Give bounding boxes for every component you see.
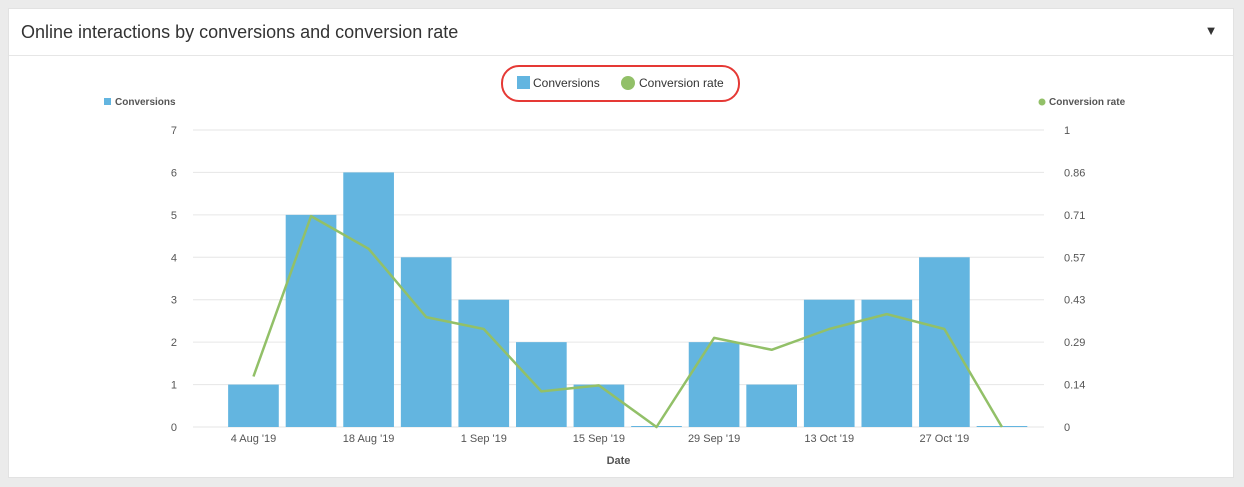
y-left-tick-label: 0 (171, 422, 177, 434)
y-right-tick-label: 0.86 (1064, 167, 1085, 179)
x-tick-label: 27 Oct '19 (919, 433, 969, 445)
bar-conversions[interactable] (861, 299, 913, 427)
y-right-title: Conversion rate (1049, 97, 1126, 108)
line-conversion-rate[interactable] (252, 214, 1004, 429)
panel-header: Online interactions by conversions and c… (9, 9, 1233, 56)
y-left-tick-label: 1 (171, 380, 177, 392)
bar-conversions[interactable] (919, 257, 970, 427)
panel-title: Online interactions by conversions and c… (21, 22, 459, 42)
chart-panel: Online interactions by conversions and c… (8, 8, 1234, 478)
x-tick-label: 29 Sep '19 (688, 433, 740, 445)
y-left-tick-label: 6 (171, 167, 177, 179)
y-right-tick-label: 0.14 (1064, 380, 1085, 392)
bar-conversions[interactable] (516, 342, 567, 427)
bar-conversions[interactable] (343, 172, 394, 427)
x-tick-label: 18 Aug '19 (343, 433, 395, 445)
x-tick-label: 15 Sep '19 (573, 433, 625, 445)
bar-conversions[interactable] (688, 342, 740, 427)
combo-chart: 0 0 1 0.14 2 0.29 3 0.43 4 0.57 5 0.71 6 0.86 7 1 Conver… (104, 65, 1126, 467)
legend-conversions-label[interactable]: Conversions (533, 76, 600, 90)
y-left-tick-label: 2 (171, 337, 177, 349)
y-left-tick-label: 3 (171, 295, 177, 307)
bar-conversions[interactable] (803, 299, 855, 427)
y-right-tick-label: 0 (1064, 422, 1070, 434)
y-left-tick-label: 7 (171, 125, 177, 137)
x-tick-label: 4 Aug '19 (231, 433, 277, 445)
legend-highlight-outline (501, 65, 740, 102)
bar-conversions[interactable] (400, 257, 452, 427)
y-right-tick-label: 1 (1064, 125, 1070, 137)
y-right-tick-label: 0.29 (1064, 337, 1085, 349)
y-right-tick-label: 0.57 (1064, 252, 1085, 264)
bar-conversions[interactable] (458, 299, 510, 427)
y-left-tick-label: 4 (171, 252, 177, 264)
y-right-tick-label: 0.71 (1064, 210, 1085, 222)
legend-conversions-marker[interactable] (517, 76, 530, 89)
bar-conversions[interactable] (573, 384, 625, 427)
y-right-title-marker (1038, 98, 1046, 106)
legend-conversion-rate-marker[interactable] (621, 76, 635, 90)
bar-conversions[interactable] (746, 384, 797, 427)
y-left-tick-label: 5 (171, 210, 177, 222)
legend-conversion-rate-label[interactable]: Conversion rate (639, 76, 724, 90)
bar-conversions[interactable] (285, 214, 337, 427)
y-left-title-marker (104, 98, 111, 105)
bar-conversions[interactable] (228, 384, 279, 427)
y-right-tick-label: 0.43 (1064, 295, 1085, 307)
y-left-title: Conversions (115, 97, 176, 108)
caret-down-icon[interactable]: ▼ (1204, 23, 1218, 38)
x-axis-title: Date (607, 455, 631, 467)
x-tick-label: 1 Sep '19 (461, 433, 507, 445)
x-tick-label: 13 Oct '19 (804, 433, 854, 445)
